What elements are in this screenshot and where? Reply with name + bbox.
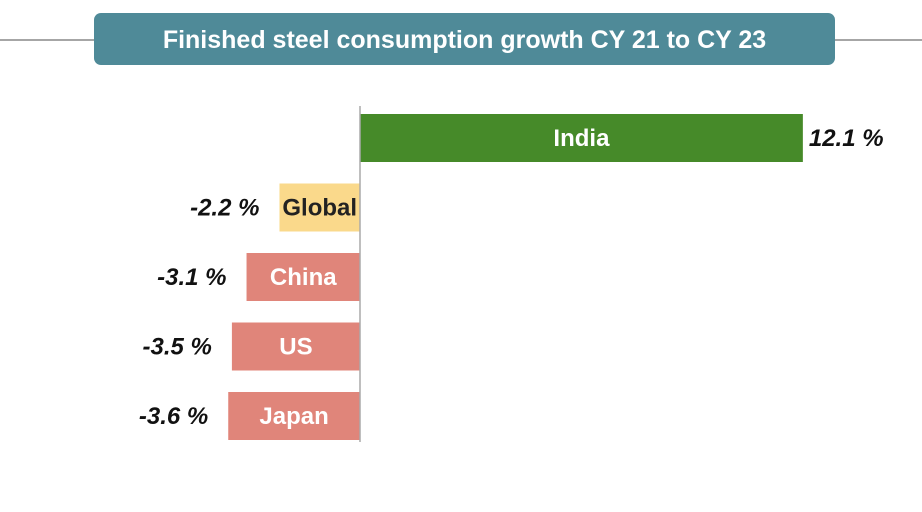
bar-label-japan: Japan xyxy=(259,403,328,430)
bar-label-india: India xyxy=(553,125,610,152)
bar-label-china: China xyxy=(270,264,337,291)
bar-us xyxy=(231,322,360,371)
value-label-china: -3.1 % xyxy=(157,264,226,291)
bars-group: India 12.1 % Global -2.2 % China -3.1 % US -3.5… xyxy=(139,114,884,440)
value-label-global: -2.2 % xyxy=(190,195,259,222)
bar-label-us: US xyxy=(279,334,312,361)
bar-china xyxy=(246,253,360,301)
chart-title-box xyxy=(94,13,835,65)
bar-india xyxy=(360,114,803,162)
value-label-us: -3.5 % xyxy=(143,334,212,361)
bar-label-global: Global xyxy=(282,195,357,222)
value-label-india: 12.1 % xyxy=(809,125,884,152)
bar-japan xyxy=(228,392,360,440)
value-label-japan: -3.6 % xyxy=(139,403,208,430)
bar-global xyxy=(279,183,360,232)
chart-title: Finished steel consumption growth CY 21 … xyxy=(163,26,766,54)
